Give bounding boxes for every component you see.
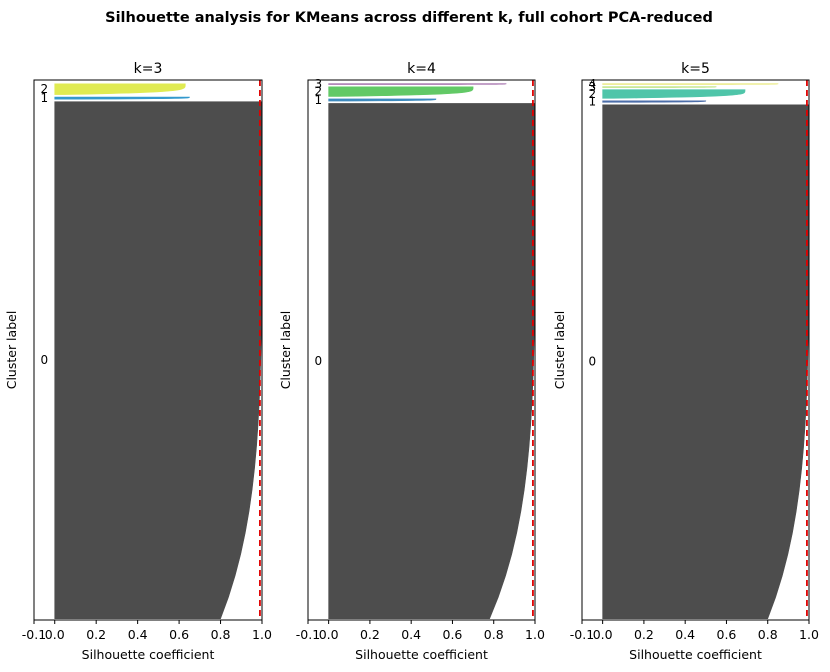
cluster-label-0: 0 bbox=[314, 354, 322, 368]
x-tick-label: 0.8 bbox=[211, 627, 231, 642]
x-tick-label: 0.8 bbox=[758, 627, 778, 642]
subplot-title: k=4 bbox=[407, 61, 436, 77]
x-tick-label: 0.0 bbox=[593, 627, 613, 642]
cluster-label-0: 0 bbox=[588, 355, 596, 369]
x-tick-label: 0.4 bbox=[675, 627, 695, 642]
silhouette-cluster-0 bbox=[602, 104, 810, 619]
x-tick-label: 0.4 bbox=[128, 627, 148, 642]
axes-frame bbox=[581, 79, 810, 621]
x-tick-label: -0.1 bbox=[570, 627, 594, 642]
silhouette-cluster-0 bbox=[54, 101, 263, 619]
silhouette-cluster-3 bbox=[602, 86, 717, 88]
x-tick-label: -0.1 bbox=[296, 627, 320, 642]
figure-suptitle: Silhouette analysis for KMeans across di… bbox=[105, 10, 713, 26]
cluster-label-0: 0 bbox=[41, 353, 49, 367]
x-tick-label: 0.4 bbox=[401, 627, 421, 642]
silhouette-cluster-0 bbox=[328, 103, 536, 619]
x-tick-label: 1.0 bbox=[525, 627, 545, 642]
silhouette-cluster-1 bbox=[328, 98, 437, 102]
cluster-label-2: 2 bbox=[41, 82, 49, 96]
cluster-label-2: 2 bbox=[588, 87, 596, 101]
x-axis-label: Silhouette coefficient bbox=[355, 647, 488, 662]
x-tick-label: 0.2 bbox=[634, 627, 654, 642]
cluster-label-1: 1 bbox=[41, 91, 49, 105]
x-tick-label: 0.0 bbox=[319, 627, 339, 642]
x-tick-label: 0.6 bbox=[717, 627, 737, 642]
x-tick-label: 1.0 bbox=[799, 627, 819, 642]
subplot-1: 0 12 -0.10.0 0.2 0.4 0.6 0.8 1.0 k=3 Silhouette c… bbox=[4, 61, 272, 662]
cluster-label-1: 1 bbox=[588, 95, 596, 109]
y-axis-label: Cluster label bbox=[278, 311, 293, 390]
silhouette-cluster-2 bbox=[602, 89, 746, 99]
silhouette-cluster-1 bbox=[54, 96, 190, 100]
silhouette-cluster-1 bbox=[602, 100, 707, 103]
cluster-label-3: 3 bbox=[588, 80, 596, 94]
cluster-label-2: 2 bbox=[314, 85, 322, 99]
axes-frame bbox=[33, 79, 263, 621]
subplot-title: k=3 bbox=[134, 61, 163, 77]
cluster-label-4: 4 bbox=[588, 77, 596, 91]
y-axis-label: Cluster label bbox=[4, 311, 19, 390]
subplot-2: 0 123 -0.10.0 0.2 0.4 0.6 0.8 1.0 k=4 Silhouette … bbox=[278, 61, 545, 662]
x-tick-label: 0.2 bbox=[86, 627, 106, 642]
subplot-title: k=5 bbox=[681, 61, 710, 77]
x-tick-label: -0.1 bbox=[22, 627, 46, 642]
y-axis-label: Cluster label bbox=[552, 311, 567, 390]
x-tick-label: 0.2 bbox=[360, 627, 380, 642]
cluster-label-3: 3 bbox=[314, 77, 322, 91]
x-tick-label: 0.8 bbox=[484, 627, 504, 642]
x-axis-label: Silhouette coefficient bbox=[629, 647, 762, 662]
x-tick-label: 1.0 bbox=[252, 627, 272, 642]
x-axis-label: Silhouette coefficient bbox=[82, 647, 215, 662]
x-tick-label: 0.6 bbox=[443, 627, 463, 642]
x-tick-label: 0.0 bbox=[45, 627, 65, 642]
x-tick-label: 0.6 bbox=[169, 627, 189, 642]
cluster-label-1: 1 bbox=[314, 93, 322, 107]
axes-frame bbox=[307, 79, 536, 621]
silhouette-cluster-3 bbox=[328, 83, 507, 85]
silhouette-cluster-2 bbox=[54, 83, 186, 95]
silhouette-cluster-2 bbox=[328, 86, 474, 97]
silhouette-cluster-4 bbox=[602, 83, 779, 85]
